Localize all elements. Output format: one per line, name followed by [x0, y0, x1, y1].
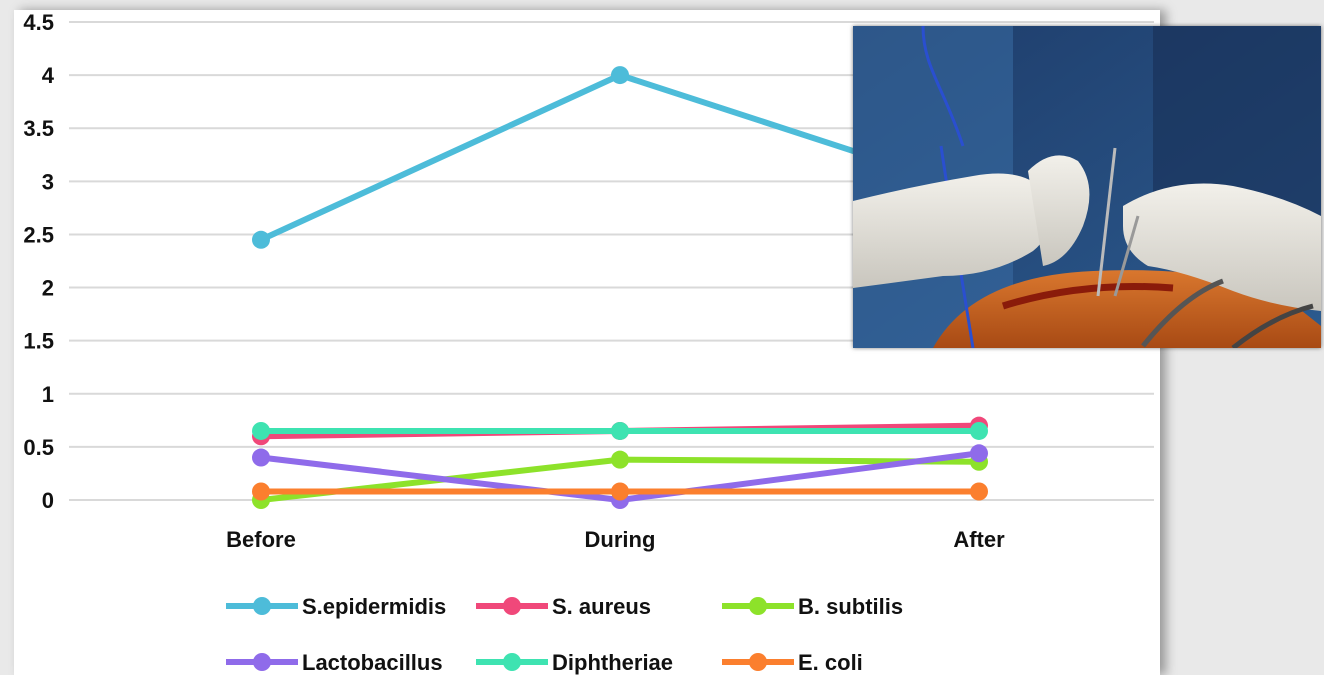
y-tick-label: 3 [42, 169, 54, 194]
data-point [970, 421, 988, 440]
x-tick-label: During [585, 527, 656, 552]
x-tick-label: Before [226, 527, 296, 552]
legend-swatch-marker [503, 653, 521, 671]
y-tick-label: 1.5 [23, 329, 54, 354]
data-point [970, 444, 988, 463]
x-tick-label: After [953, 527, 1005, 552]
y-tick-label: 4.5 [23, 10, 54, 35]
legend-label: B. subtilis [798, 594, 903, 619]
legend-label: Lactobacillus [302, 650, 443, 675]
legend-swatch-marker [503, 597, 521, 615]
legend-swatch-marker [253, 653, 271, 671]
y-tick-label: 2 [42, 276, 54, 301]
data-point [252, 230, 270, 249]
legend-swatch-marker [749, 597, 767, 615]
data-point [252, 448, 270, 467]
data-point [611, 421, 629, 440]
legend-label: S.epidermidis [302, 594, 446, 619]
legend-swatch-marker [253, 597, 271, 615]
surgery-photo [853, 26, 1321, 348]
data-point [611, 482, 629, 501]
legend-label: Diphtheriae [552, 650, 673, 675]
y-tick-label: 2.5 [23, 222, 54, 247]
y-tick-label: 3.5 [23, 116, 54, 141]
data-point [252, 421, 270, 440]
y-tick-label: 0.5 [23, 435, 54, 460]
data-point [970, 482, 988, 501]
y-tick-label: 1 [42, 382, 54, 407]
data-point [252, 482, 270, 501]
y-tick-label: 4 [42, 63, 55, 88]
y-tick-label: 0 [42, 488, 54, 513]
legend-label: S. aureus [552, 594, 651, 619]
data-point [611, 66, 629, 85]
legend-swatch-marker [749, 653, 767, 671]
legend-label: E. coli [798, 650, 863, 675]
data-point [611, 450, 629, 469]
